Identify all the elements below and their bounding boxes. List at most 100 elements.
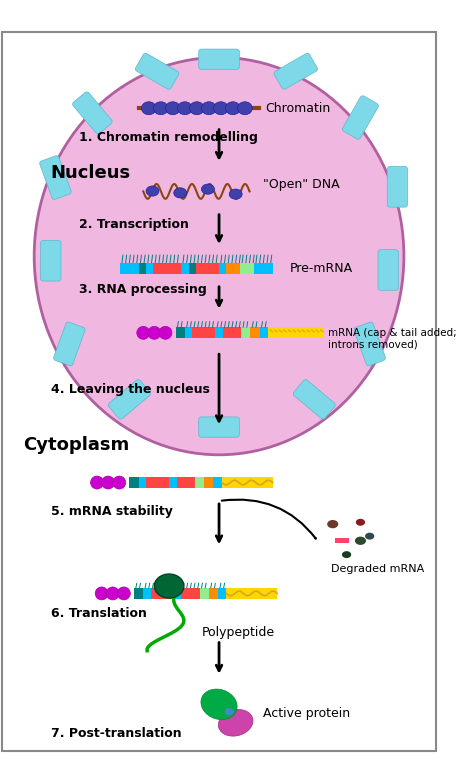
Bar (223, 327, 241, 338)
Circle shape (137, 327, 150, 339)
Ellipse shape (34, 57, 404, 455)
Ellipse shape (229, 189, 242, 199)
FancyBboxPatch shape (342, 96, 379, 139)
Text: 2. Transcription: 2. Transcription (79, 218, 189, 232)
FancyBboxPatch shape (387, 167, 408, 207)
Bar (138, 477, 146, 488)
Bar (227, 588, 277, 599)
FancyBboxPatch shape (199, 49, 239, 70)
Bar (169, 477, 176, 488)
Circle shape (118, 587, 130, 600)
Bar (222, 477, 273, 488)
Text: 3. RNA processing: 3. RNA processing (79, 283, 206, 296)
Ellipse shape (225, 708, 234, 716)
Ellipse shape (219, 709, 253, 736)
FancyBboxPatch shape (199, 417, 239, 437)
Bar (213, 477, 222, 488)
Bar (227, 262, 240, 274)
Bar (200, 588, 209, 599)
Bar (154, 262, 181, 274)
Text: "Open" DNA: "Open" DNA (264, 179, 340, 192)
Circle shape (95, 587, 108, 600)
Text: Nucleus: Nucleus (51, 164, 131, 182)
Text: 1. Chromatin remodelling: 1. Chromatin remodelling (79, 131, 257, 143)
Ellipse shape (342, 551, 351, 558)
Ellipse shape (146, 186, 159, 196)
Ellipse shape (141, 102, 156, 114)
Bar (219, 262, 227, 274)
Bar (143, 588, 151, 599)
Ellipse shape (201, 102, 216, 114)
Bar (192, 327, 215, 338)
Bar (209, 588, 218, 599)
Circle shape (101, 476, 115, 489)
Bar (254, 262, 273, 274)
Ellipse shape (190, 102, 204, 114)
Text: Cytoplasm: Cytoplasm (23, 436, 129, 454)
Circle shape (148, 327, 161, 339)
FancyBboxPatch shape (354, 322, 385, 366)
Circle shape (106, 587, 119, 600)
Bar (218, 588, 227, 599)
FancyBboxPatch shape (274, 53, 318, 89)
FancyBboxPatch shape (378, 250, 398, 290)
Text: 6. Translation: 6. Translation (51, 607, 147, 619)
Bar (250, 327, 260, 338)
Bar (146, 477, 169, 488)
Bar (134, 588, 143, 599)
Circle shape (159, 327, 172, 339)
Bar (335, 539, 349, 543)
Circle shape (113, 476, 126, 489)
Bar (196, 262, 219, 274)
Bar (195, 477, 204, 488)
Ellipse shape (155, 574, 184, 598)
Bar (268, 327, 323, 338)
Bar (151, 588, 174, 599)
FancyBboxPatch shape (73, 92, 112, 134)
Bar (241, 327, 250, 338)
Bar (189, 262, 196, 274)
FancyBboxPatch shape (54, 322, 85, 366)
FancyBboxPatch shape (293, 380, 336, 419)
Ellipse shape (355, 536, 366, 545)
Ellipse shape (356, 519, 365, 525)
Ellipse shape (154, 102, 168, 114)
Bar (215, 327, 223, 338)
Bar (120, 262, 138, 274)
Text: Degraded mRNA: Degraded mRNA (331, 564, 424, 574)
Ellipse shape (201, 184, 214, 194)
FancyBboxPatch shape (2, 31, 436, 752)
Bar (181, 588, 200, 599)
Ellipse shape (177, 102, 192, 114)
Text: Active protein: Active protein (264, 707, 350, 720)
Ellipse shape (201, 689, 237, 720)
Bar (240, 262, 254, 274)
Ellipse shape (226, 102, 240, 114)
FancyBboxPatch shape (40, 156, 71, 200)
Bar (129, 477, 138, 488)
Bar (175, 327, 185, 338)
Ellipse shape (174, 188, 187, 198)
Bar (174, 588, 181, 599)
Bar (204, 477, 213, 488)
Text: mRNA (cap & tail added;
introns removed): mRNA (cap & tail added; introns removed) (328, 328, 457, 350)
Ellipse shape (237, 102, 252, 114)
Text: 5. mRNA stability: 5. mRNA stability (51, 505, 173, 518)
Circle shape (91, 476, 103, 489)
Ellipse shape (365, 532, 374, 539)
FancyBboxPatch shape (135, 53, 179, 89)
FancyBboxPatch shape (41, 240, 61, 281)
Bar (138, 262, 146, 274)
Ellipse shape (327, 520, 338, 529)
Bar (260, 327, 268, 338)
Text: 4. Leaving the nucleus: 4. Leaving the nucleus (51, 383, 210, 396)
Text: 7. Post-translation: 7. Post-translation (51, 727, 182, 740)
Bar (146, 262, 154, 274)
Bar (176, 477, 195, 488)
FancyArrowPatch shape (222, 500, 316, 539)
Ellipse shape (213, 102, 228, 114)
Text: Chromatin: Chromatin (265, 102, 330, 115)
Text: Pre-mRNA: Pre-mRNA (289, 262, 352, 275)
FancyBboxPatch shape (108, 380, 151, 419)
Bar (181, 262, 189, 274)
